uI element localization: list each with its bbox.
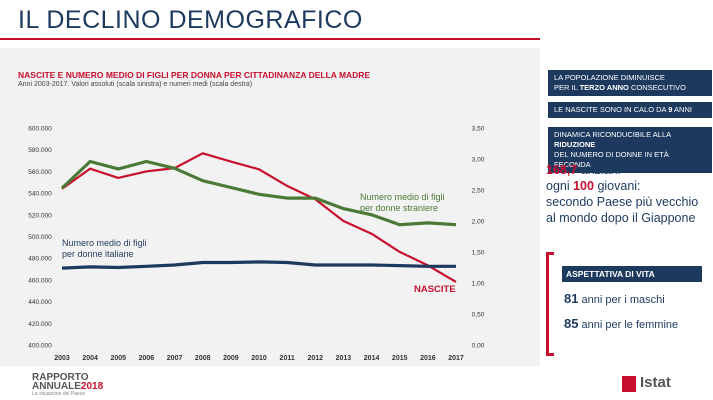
info-box-population: LA POPOLAZIONE DIMINUISCE PER IL TERZO A…: [548, 70, 712, 96]
box1-line1: LA POPOLAZIONE DIMINUISCE: [554, 73, 665, 82]
y-left-tick-label: 440.000: [28, 299, 52, 306]
y-right-tick-label: 1,50: [472, 250, 485, 257]
stat-txt1: anziani: [577, 163, 621, 177]
x-tick-label: 2008: [195, 355, 211, 362]
box1-bold: TERZO ANNO: [579, 83, 629, 92]
y-left-tick-label: 560.000: [28, 169, 52, 176]
label-italiane-2: per donne italiane: [62, 249, 134, 259]
y-right-tick-label: 2,00: [472, 219, 485, 226]
stat-num1: 168,7: [546, 163, 578, 177]
x-tick-label: 2004: [82, 355, 98, 362]
y-left-tick-label: 500.000: [28, 234, 52, 241]
logo-line2: ANNUALE: [32, 381, 81, 392]
series-line-0: [61, 152, 457, 283]
y-right-tick-label: 0,00: [472, 343, 485, 350]
box2-pre: LE NASCITE SONO IN CALO DA: [554, 105, 669, 114]
y-left-tick-label: 460.000: [28, 277, 52, 284]
chart-subtitle: Anni 2003-2017. Valori assoluti (scala s…: [18, 81, 253, 88]
life-females: 85 anni per le femmine: [564, 316, 678, 331]
logo-line1: RAPPORTO: [32, 372, 89, 383]
x-tick-label: 2014: [364, 355, 380, 362]
stat-txt4: secondo Paese più vecchio: [546, 195, 699, 209]
title-rule: [0, 38, 540, 40]
x-tick-label: 2003: [54, 355, 70, 362]
x-tick-label: 2009: [223, 355, 239, 362]
x-tick-label: 2015: [392, 355, 408, 362]
chart-panel: [0, 48, 540, 366]
x-tick-label: 2016: [420, 355, 436, 362]
logo-subtitle: La situazione del Paese: [32, 391, 86, 397]
life-expectancy-title: ASPETTATIVA DI VITA: [562, 266, 702, 282]
x-tick-label: 2011: [280, 355, 295, 362]
y-left-tick-label: 580.000: [28, 147, 52, 154]
y-left-tick-label: 520.000: [28, 212, 52, 219]
y-right-tick-label: 3,50: [472, 126, 485, 133]
y-left-tick-label: 480.000: [28, 256, 52, 263]
life-bracket: [546, 252, 554, 356]
y-left-tick-label: 400.000: [28, 343, 52, 350]
y-right-tick-label: 0,50: [472, 312, 485, 319]
info-box-dynamics: DINAMICA RICONDUCIBILE ALLA RIDUZIONE DE…: [548, 127, 712, 173]
y-right-tick-label: 2,50: [472, 188, 485, 195]
x-tick-label: 2017: [448, 355, 464, 362]
box3-pre: DINAMICA RICONDUCIBILE ALLA: [554, 130, 671, 139]
x-tick-label: 2012: [307, 355, 323, 362]
box1-post: CONSECUTIVO: [628, 83, 686, 92]
stat-txt2: ogni: [546, 179, 574, 193]
life-m-txt: anni per i maschi: [578, 294, 665, 306]
page-title: IL DECLINO DEMOGRAFICO: [18, 6, 363, 34]
y-left-tick-label: 420.000: [28, 321, 52, 328]
x-tick-label: 2006: [139, 355, 155, 362]
life-m-num: 81: [564, 291, 579, 306]
stat-num2: 100: [573, 179, 594, 193]
series-line-2: [61, 260, 456, 270]
box1-mid: PER IL: [554, 83, 580, 92]
info-box-births: LE NASCITE SONO IN CALO DA 9 ANNI: [548, 102, 712, 118]
y-right-tick-label: 1,00: [472, 281, 485, 288]
box2-bold: 9: [668, 105, 673, 114]
life-f-num: 85: [564, 316, 579, 331]
series-line-1: [60, 159, 457, 227]
x-tick-label: 2005: [110, 355, 126, 362]
x-tick-label: 2007: [167, 355, 183, 362]
life-f-txt: anni per le femmine: [578, 319, 679, 331]
istat-logo-icon: [622, 376, 636, 392]
box2-post: ANNI: [672, 105, 692, 114]
x-tick-label: 2010: [251, 355, 267, 362]
y-right-tick-label: 3,00: [472, 157, 485, 164]
box3-post: DEL NUMERO DI DONNE IN ETÀ FECONDA: [554, 150, 669, 169]
logo-year: 2018: [80, 381, 104, 392]
life-males: 81 anni per i maschi: [564, 291, 665, 306]
chart-title: NASCITE E NUMERO MEDIO DI FIGLI PER DONN…: [18, 70, 371, 80]
x-tick-label: 2013: [336, 355, 352, 362]
label-straniere-2: per donne straniere: [360, 203, 438, 213]
label-straniere-1: Numero medio di figli: [360, 192, 445, 202]
box3-bold: RIDUZIONE: [554, 140, 596, 149]
report-logo: RAPPORTO ANNUALE2018: [32, 372, 104, 392]
aging-stat: 168,7 anziani ogni 100 giovani: secondo …: [546, 162, 713, 226]
stat-txt5: al mondo dopo il Giappone: [546, 211, 696, 225]
y-left-tick-label: 540.000: [28, 191, 52, 198]
label-italiane-1: Numero medio di figli: [62, 238, 147, 248]
label-nascite: NASCITE: [414, 284, 456, 295]
istat-brand: Istat: [640, 374, 671, 391]
stat-txt3: giovani:: [593, 179, 641, 193]
y-left-tick-label: 600.000: [28, 126, 52, 133]
